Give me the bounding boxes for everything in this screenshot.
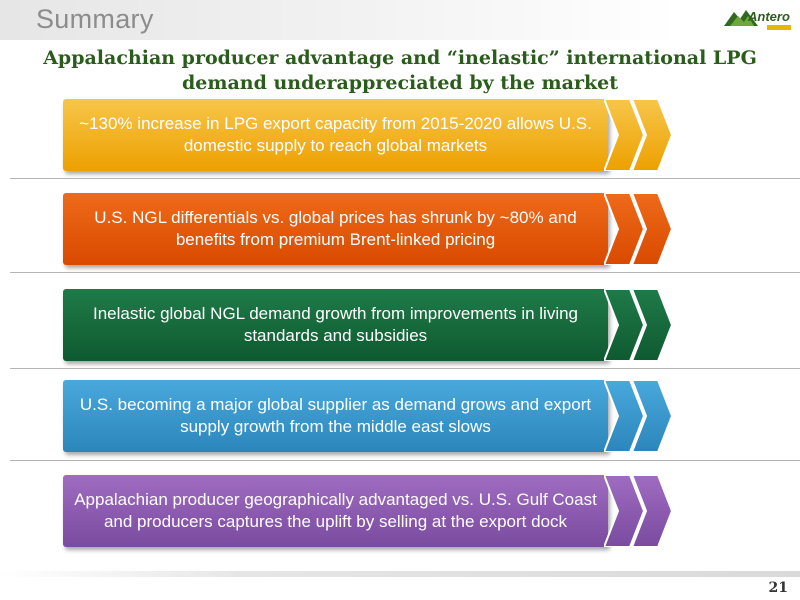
chevron-right-icon — [604, 380, 674, 452]
page-number: 21 — [768, 580, 788, 596]
row-divider — [10, 178, 800, 179]
chevron-2 — [630, 289, 674, 361]
chevron-2 — [630, 475, 674, 547]
summary-text: U.S. becoming a major global supplier as… — [79, 395, 592, 436]
summary-box: U.S. becoming a major global supplier as… — [63, 380, 608, 452]
summary-text: U.S. NGL differentials vs. global prices… — [94, 208, 577, 249]
chevron-right-icon — [604, 475, 674, 547]
summary-text: Inelastic global NGL demand growth from … — [92, 304, 579, 345]
summary-box: Appalachian producer geographically adva… — [63, 475, 608, 547]
chevron-right-icon — [604, 289, 674, 361]
summary-box: ~130% increase in LPG export capacity fr… — [63, 99, 608, 171]
chevron-right-icon — [604, 99, 674, 171]
mountain-logo-icon — [724, 10, 758, 26]
chevron-1 — [604, 289, 646, 361]
summary-row: U.S. becoming a major global supplier as… — [0, 380, 800, 460]
summary-row: U.S. NGL differentials vs. global prices… — [0, 193, 800, 273]
summary-text: ~130% increase in LPG export capacity fr… — [79, 114, 592, 155]
summary-box: U.S. NGL differentials vs. global prices… — [63, 193, 608, 265]
subtitle-line-1: Appalachian producer advantage and “inel… — [43, 47, 757, 69]
slide-subtitle: Appalachian producer advantage and “inel… — [10, 46, 790, 96]
slide-title: Summary — [36, 4, 154, 34]
footer-line — [0, 571, 800, 577]
row-divider — [10, 460, 800, 461]
summary-row: Inelastic global NGL demand growth from … — [0, 289, 800, 369]
chevron-2 — [630, 380, 674, 452]
summary-box: Inelastic global NGL demand growth from … — [63, 289, 608, 361]
chevron-1 — [604, 193, 646, 265]
chevron-2 — [630, 99, 674, 171]
chevron-1 — [604, 99, 646, 171]
row-divider — [10, 368, 800, 369]
subtitle-line-2: demand underappreciated by the market — [181, 72, 619, 94]
header-band — [0, 0, 800, 40]
summary-text: Appalachian producer geographically adva… — [74, 490, 597, 531]
chevron-right-icon — [604, 193, 674, 265]
logo-text: Antero — [748, 9, 790, 24]
logo-bar — [767, 25, 791, 30]
summary-row: Appalachian producer geographically adva… — [0, 475, 800, 555]
row-divider — [10, 272, 800, 273]
summary-row: ~130% increase in LPG export capacity fr… — [0, 99, 800, 179]
chevron-1 — [604, 475, 646, 547]
chevron-2 — [630, 193, 674, 265]
chevron-1 — [604, 380, 646, 452]
